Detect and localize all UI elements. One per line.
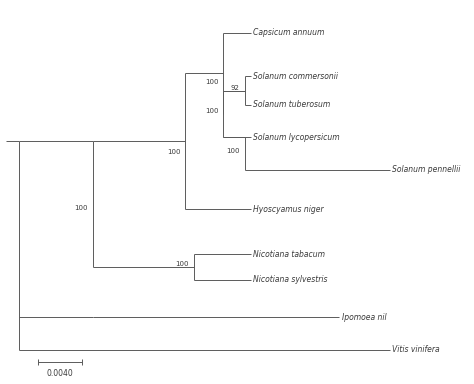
Text: Solanum pennellii: Solanum pennellii xyxy=(392,165,461,174)
Text: Nicotiana sylvestris: Nicotiana sylvestris xyxy=(253,275,328,284)
Text: Solanum tuberosum: Solanum tuberosum xyxy=(253,101,330,109)
Text: Solanum commersonii: Solanum commersonii xyxy=(253,72,338,81)
Text: 0.0040: 0.0040 xyxy=(46,369,73,378)
Text: 100: 100 xyxy=(175,261,189,267)
Text: Solanum lycopersicum: Solanum lycopersicum xyxy=(253,133,339,142)
Text: Capsicum annuum: Capsicum annuum xyxy=(253,28,324,38)
Text: Ipomoea nil: Ipomoea nil xyxy=(342,313,386,322)
Text: 100: 100 xyxy=(167,149,181,156)
Text: Hyoscyamus niger: Hyoscyamus niger xyxy=(253,205,324,214)
Text: 92: 92 xyxy=(230,84,239,91)
Text: 100: 100 xyxy=(226,147,239,154)
Text: 100: 100 xyxy=(74,205,88,211)
Text: 100: 100 xyxy=(205,108,219,114)
Text: 100: 100 xyxy=(205,79,219,85)
Text: Vitis vinifera: Vitis vinifera xyxy=(392,345,440,354)
Text: Nicotiana tabacum: Nicotiana tabacum xyxy=(253,250,325,259)
